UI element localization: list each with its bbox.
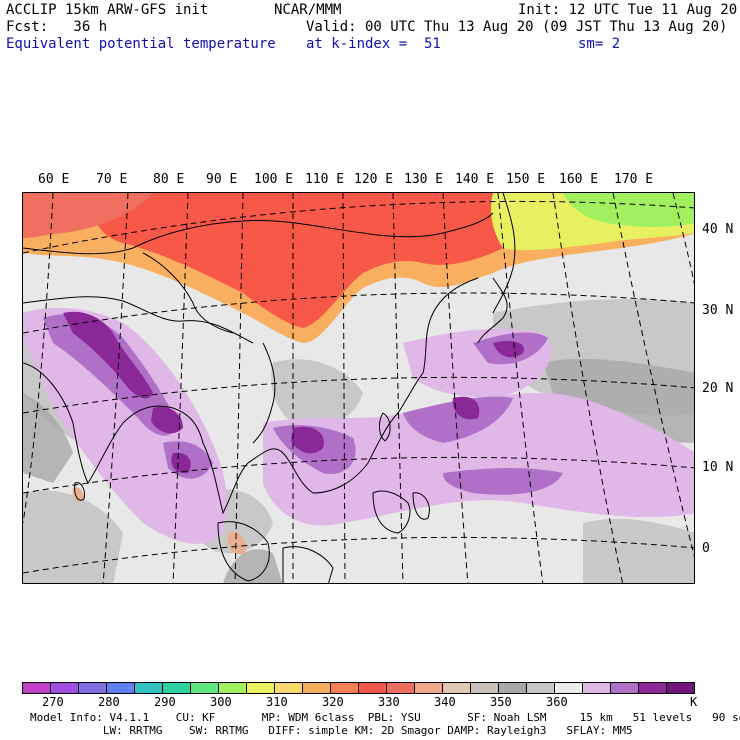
- colorbar-label: 360: [546, 695, 568, 709]
- lat-label: 10 N: [702, 460, 734, 475]
- coastal-orange: [72, 487, 246, 555]
- lon-label: 130 E: [404, 172, 444, 187]
- colorbar-label: 280: [98, 695, 120, 709]
- smoothing-label: sm= 2: [578, 36, 621, 52]
- colorbar-swatch: [499, 683, 527, 693]
- lat-label: 30 N: [702, 303, 734, 318]
- colorbar-swatch: [191, 683, 219, 693]
- map-panel: [22, 192, 695, 584]
- model-title: ACCLIP 15km ARW-GFS init: [6, 2, 209, 18]
- colorbar-unit: K: [690, 695, 698, 709]
- colorbar-swatch: [247, 683, 275, 693]
- graticule: [23, 193, 694, 583]
- colorbar-swatch: [527, 683, 555, 693]
- colorbar-swatch: [359, 683, 387, 693]
- light-purple-field: [23, 307, 694, 544]
- level-label: at k-index = 51: [306, 36, 441, 52]
- colorbar-swatch: [51, 683, 79, 693]
- map-field: [23, 193, 694, 583]
- green-region: [563, 193, 694, 228]
- lon-label: 120 E: [354, 172, 394, 187]
- lon-label: 100 E: [254, 172, 294, 187]
- colorbar-swatch: [107, 683, 135, 693]
- colorbar-label: 310: [266, 695, 288, 709]
- colorbar-swatch: [583, 683, 611, 693]
- model-info-line1: Model Info: V4.1.1 CU: KF MP: WDM 6class…: [30, 711, 740, 724]
- colorbar-label: 320: [322, 695, 344, 709]
- colorbar-swatch: [275, 683, 303, 693]
- colorbar-swatch: [331, 683, 359, 693]
- colorbar-swatch: [135, 683, 163, 693]
- colorbar-swatch: [303, 683, 331, 693]
- colorbar-swatch: [163, 683, 191, 693]
- colorbar-label: 350: [490, 695, 512, 709]
- dark-purple-core: [63, 311, 524, 474]
- colorbar-label: 300: [210, 695, 232, 709]
- colorbar: [22, 682, 695, 694]
- colorbar-swatch: [471, 683, 499, 693]
- colorbar-label: 340: [434, 695, 456, 709]
- lon-label: 90 E: [206, 172, 238, 187]
- lon-label: 70 E: [96, 172, 128, 187]
- lon-label: 170 E: [614, 172, 654, 187]
- lon-label: 60 E: [38, 172, 70, 187]
- colorbar-swatch: [415, 683, 443, 693]
- red-band: [83, 193, 583, 328]
- colorbar-label: 290: [154, 695, 176, 709]
- colorbar-swatch: [79, 683, 107, 693]
- lon-label: 80 E: [153, 172, 185, 187]
- lat-label: 0: [702, 541, 710, 556]
- colorbar-label: 270: [42, 695, 64, 709]
- colorbar-swatch: [667, 683, 694, 693]
- red-band-west: [23, 193, 153, 238]
- lat-label: 40 N: [702, 222, 734, 237]
- colorbar-swatch: [611, 683, 639, 693]
- colorbar-swatch: [639, 683, 667, 693]
- lon-label: 150 E: [506, 172, 546, 187]
- lat-label: 20 N: [702, 381, 734, 396]
- model-info-line2: LW: RRTMG SW: RRTMG DIFF: simple KM: 2D …: [30, 724, 633, 737]
- coastlines: [23, 193, 516, 583]
- forecast-hour: Fcst: 36 h: [6, 19, 108, 35]
- colorbar-label: 330: [378, 695, 400, 709]
- colorbar-swatch: [387, 683, 415, 693]
- colorbar-swatch: [443, 683, 471, 693]
- init-time: Init: 12 UTC Tue 11 Aug 20: [518, 2, 738, 18]
- lon-label: 160 E: [559, 172, 599, 187]
- lon-label: 110 E: [305, 172, 345, 187]
- field-name: Equivalent potential temperature: [6, 36, 276, 52]
- colorbar-swatch: [219, 683, 247, 693]
- colorbar-swatch: [555, 683, 583, 693]
- organization-label: NCAR/MMM: [274, 2, 342, 18]
- colorbar-swatch: [23, 683, 51, 693]
- valid-time: Valid: 00 UTC Thu 13 Aug 20 (09 JST Thu …: [306, 19, 728, 35]
- lon-label: 140 E: [455, 172, 495, 187]
